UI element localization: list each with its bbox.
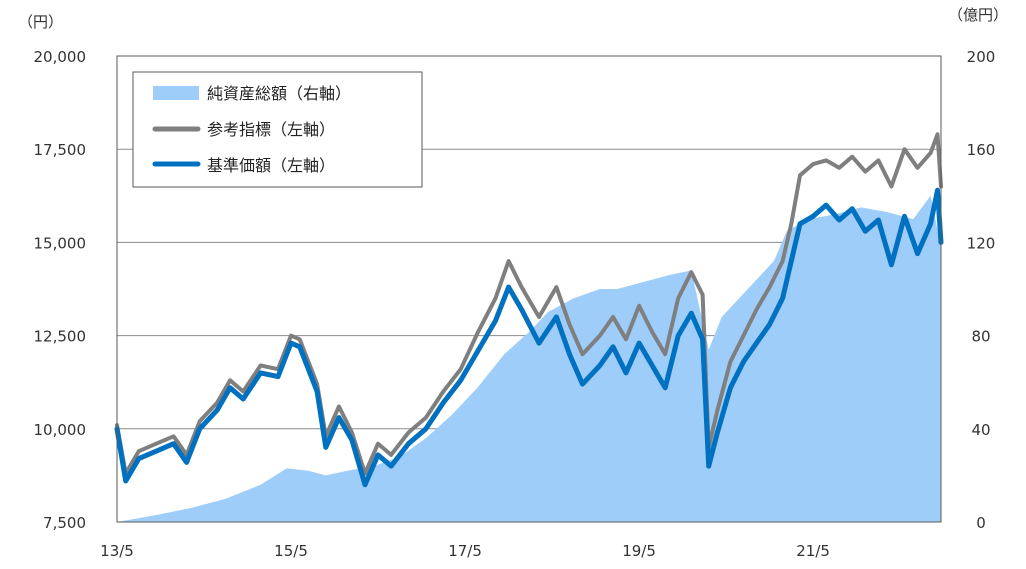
right-tick-label: 80 <box>971 328 990 346</box>
plot-area-border <box>116 55 942 523</box>
right-tick-label: 120 <box>967 234 996 252</box>
right-tick-label: 0 <box>976 514 986 532</box>
left-tick-label: 10,000 <box>34 421 87 439</box>
legend-label-benchmark: 参考指標（左軸） <box>207 120 335 139</box>
left-tick-label: 15,000 <box>34 234 87 252</box>
x-tick-label: 15/5 <box>274 542 308 560</box>
legend-label-net-assets: 純資産総額（右軸） <box>207 84 351 103</box>
series-line-benchmark <box>115 132 943 476</box>
series-layer <box>114 132 944 523</box>
left-axis: 7,500 10,000 12,500 15,000 17,500 20,000 <box>34 48 87 532</box>
left-tick-label: 7,500 <box>43 514 86 532</box>
left-axis-unit: （円） <box>18 13 63 31</box>
right-axis: 0 40 80 120 160 200 <box>967 48 996 532</box>
legend-label-nav: 基準価額（左軸） <box>207 156 335 175</box>
series-area-net-assets <box>117 195 941 523</box>
right-tick-label: 200 <box>967 48 996 66</box>
left-tick-label: 17,500 <box>34 141 87 159</box>
x-tick-label: 13/5 <box>100 542 134 560</box>
x-tick-label: 21/5 <box>796 542 830 560</box>
left-tick-label: 12,500 <box>34 328 87 346</box>
x-tick-label: 19/5 <box>622 542 656 560</box>
x-tick-label: 17/5 <box>448 542 482 560</box>
left-tick-label: 20,000 <box>34 48 87 66</box>
legend: 純資産総額（右軸） 参考指標（左軸） 基準価額（左軸） <box>132 71 423 188</box>
right-tick-label: 160 <box>967 141 996 159</box>
right-axis-unit: （億円） <box>948 6 1008 24</box>
series-line-nav <box>114 187 944 488</box>
right-tick-label: 40 <box>971 421 990 439</box>
legend-swatch-net-assets <box>153 86 199 100</box>
x-axis: 13/5 15/5 17/5 19/5 21/5 <box>100 542 830 560</box>
